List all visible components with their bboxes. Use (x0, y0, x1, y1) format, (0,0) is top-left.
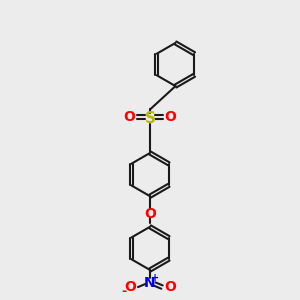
Text: O: O (144, 207, 156, 220)
Text: -: - (122, 285, 127, 298)
Text: S: S (145, 111, 155, 126)
Text: O: O (124, 110, 136, 124)
Text: O: O (164, 110, 176, 124)
Text: O: O (124, 280, 136, 294)
Text: +: + (151, 273, 159, 283)
Text: N: N (144, 276, 156, 289)
Text: O: O (164, 280, 176, 294)
